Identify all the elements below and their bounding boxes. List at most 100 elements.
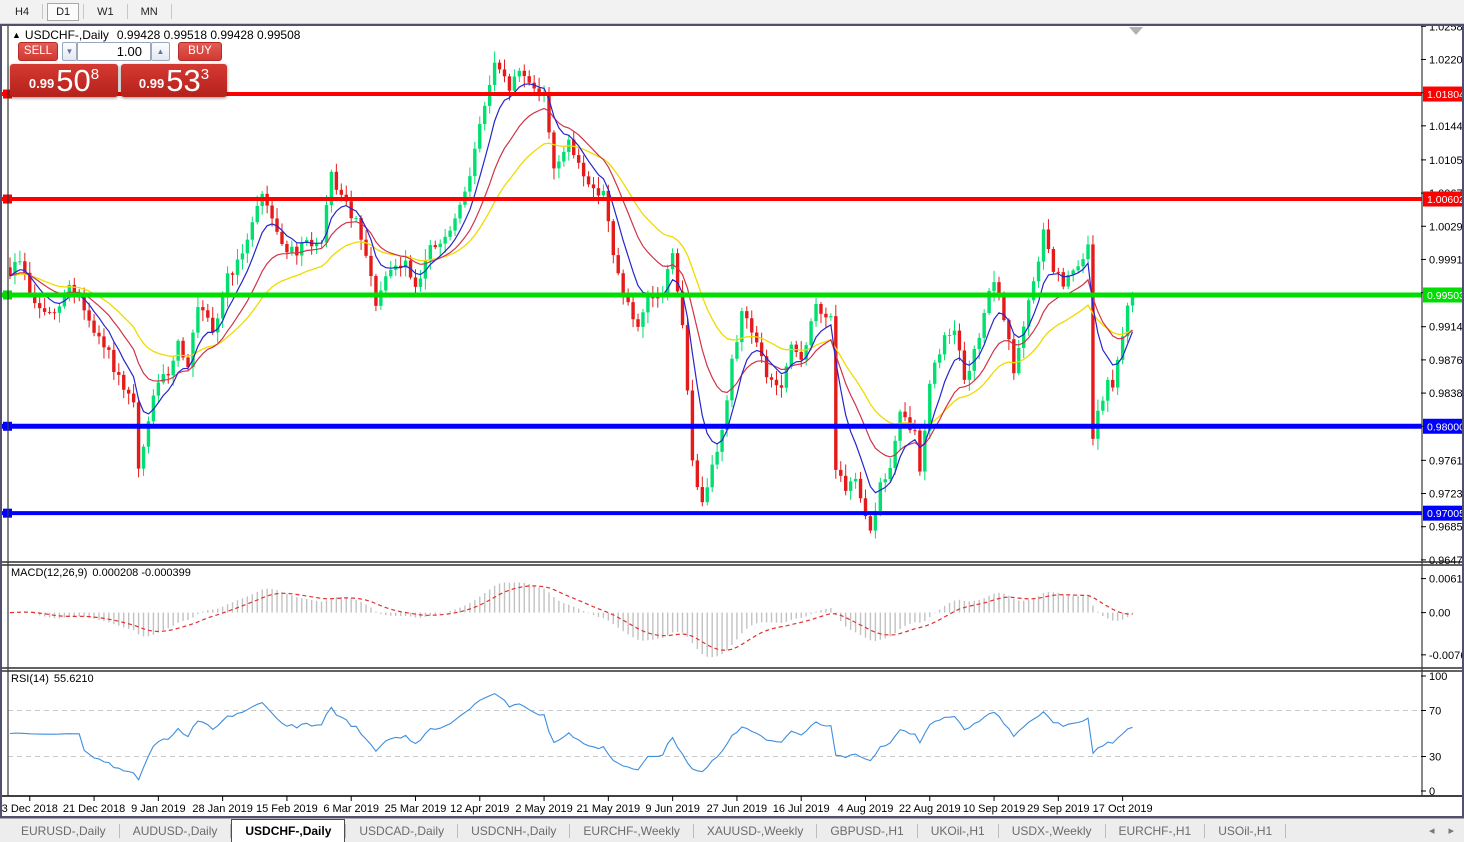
date-tick-label: 4 Aug 2019	[838, 803, 894, 815]
chart-tab-eurusd-daily[interactable]: EURUSD-,Daily	[21, 823, 106, 838]
tab-separator	[816, 823, 818, 838]
date-tick-label: 27 Jun 2019	[707, 803, 768, 815]
tab-separator	[569, 823, 571, 838]
macd-axis-label: -0.007612	[1429, 650, 1464, 662]
panel-borders	[2, 26, 1462, 797]
price-tag-label: 1.00602	[1427, 194, 1464, 206]
symbol-label: USDCHF-,Daily	[24, 28, 109, 42]
volume-input[interactable]	[77, 42, 151, 61]
tab-scroll-arrows: ◂ ▸	[1429, 819, 1464, 842]
date-tick-label: 10 Sep 2019	[963, 803, 1025, 815]
chart-tab-usdchf-daily[interactable]: USDCHF-,Daily	[231, 819, 346, 842]
tab-separator	[692, 823, 694, 838]
chart-window: 3 Dec 2018 21 Dec 2018 9 Jan 2019 28 Jan 20…	[0, 24, 1464, 818]
tab-separator	[997, 823, 999, 838]
toolbar-separator	[126, 4, 128, 19]
tabs-scroll-left-button[interactable]: ◂	[1428, 825, 1435, 837]
rsi-line	[9, 692, 1133, 781]
rsi-name: RSI(14)	[11, 673, 49, 685]
chart-tab-usdx-weekly[interactable]: USDX-,Weekly	[1011, 823, 1092, 838]
tab-separator	[1204, 823, 1206, 838]
one-click-trading-panel: SELL ▼ ▲ BUY 0.99 50 8 0.99 53 3	[8, 40, 230, 116]
chart-tab-audusd-daily[interactable]: AUDUSD-,Daily	[132, 823, 218, 838]
tab-separator	[916, 823, 918, 838]
symbol-quote-line: ▲ USDCHF-,Daily 0.99428 0.99518 0.99428 0.…	[12, 28, 300, 42]
sell-button[interactable]: SELL	[18, 42, 58, 61]
timeframe-toolbar: H4 D1 W1 MN	[0, 0, 1464, 24]
buy-price-box[interactable]: 0.99 53 3	[121, 64, 227, 97]
timeframe-button-d1[interactable]: D1	[47, 2, 80, 21]
price-tick-label: 1.02580	[1429, 24, 1464, 33]
date-axis[interactable]: 3 Dec 2018 21 Dec 2018 9 Jan 2019 28 Jan 20…	[2, 796, 1153, 815]
date-tick-label: 25 Mar 2019	[385, 803, 447, 815]
buy-button[interactable]: BUY	[178, 42, 222, 61]
chart-tab-ukoil-h1[interactable]: UKOil-,H1	[930, 823, 985, 838]
date-tick-label: 12 Apr 2019	[450, 803, 509, 815]
tab-separator	[1104, 823, 1106, 838]
buy-price-pip: 3	[200, 66, 210, 83]
price-tick-label: 1.01050	[1429, 155, 1464, 167]
volume-decrease-button[interactable]: ▼	[62, 42, 77, 61]
macd-axis-label: 0.00	[1429, 608, 1450, 620]
chart-tab-eurchf-weekly[interactable]: EURCHF-,Weekly	[583, 823, 680, 838]
toolbar-separator	[170, 4, 172, 19]
ema-mid-line	[9, 107, 1133, 458]
tab-separator	[457, 823, 459, 838]
price-tag-label: 1.01804	[1427, 89, 1464, 101]
rsi-axis-label: 100	[1429, 671, 1447, 683]
ema-fast-line	[9, 83, 1134, 494]
chart-tab-usoil-h1[interactable]: USOil-,H1	[1218, 823, 1273, 838]
rsi-value: 55.6210	[53, 673, 94, 685]
price-chart[interactable]: 3 Dec 2018 21 Dec 2018 9 Jan 2019 28 Jan 20…	[0, 24, 1464, 818]
chart-tab-eurchf-h1[interactable]: EURCHF-,H1	[1118, 823, 1192, 838]
direction-up-icon: ▲	[12, 30, 21, 40]
date-tick-label: 9 Jan 2019	[131, 803, 185, 815]
chart-tab-gbpusd-h1[interactable]: GBPUSD-,H1	[830, 823, 904, 838]
sell-price-big: 50	[56, 63, 91, 98]
timeframe-button-mn[interactable]: MN	[140, 5, 158, 18]
price-tag-label: 0.97005	[1427, 508, 1464, 520]
ohlc-values: 0.99428 0.99518 0.99428 0.99508	[116, 28, 301, 42]
date-tick-label: 6 Mar 2019	[323, 803, 379, 815]
date-tick-label: 17 Oct 2019	[1093, 803, 1153, 815]
chart-tab-usdcnh-daily[interactable]: USDCNH-,Daily	[471, 823, 557, 838]
date-tick-label: 22 Aug 2019	[899, 803, 961, 815]
date-tick-label: 29 Sep 2019	[1027, 803, 1089, 815]
sell-price-box[interactable]: 0.99 50 8	[10, 64, 118, 97]
chart-tab-usdcad-daily[interactable]: USDCAD-,Daily	[359, 823, 445, 838]
date-tick-label: 3 Dec 2018	[2, 803, 58, 815]
date-tick-label: 15 Feb 2019	[256, 803, 318, 815]
tab-separator	[118, 823, 120, 838]
date-tick-label: 9 Jun 2019	[645, 803, 699, 815]
rsi-axis-label: 30	[1429, 752, 1441, 764]
sell-price-prefix: 0.99	[28, 76, 55, 91]
tabs-scroll-right-button[interactable]: ▸	[1448, 825, 1454, 837]
date-tick-label: 21 May 2019	[577, 803, 641, 815]
tab-separator	[1285, 823, 1287, 838]
chart-tab-xauusd-weekly[interactable]: XAUUSD-,Weekly	[706, 823, 804, 838]
volume-increase-button[interactable]: ▲	[151, 42, 170, 61]
price-tag-label: 0.98000	[1427, 421, 1464, 433]
horizontal-level-lines[interactable]	[0, 89, 1422, 518]
chart-shift-marker-icon[interactable]	[1129, 27, 1143, 35]
date-tick-label: 21 Dec 2018	[63, 803, 125, 815]
timeframe-button-w1[interactable]: W1	[97, 5, 114, 18]
price-tick-label: 1.01440	[1429, 121, 1464, 133]
price-line-tags: 1.01804 1.00602 0.99503 0.98000 0.97005	[1423, 86, 1464, 521]
date-tick-label: 28 Jan 2019	[192, 803, 253, 815]
rsi-axis-label: 0	[1429, 786, 1435, 798]
rsi-indicator-label: RSI(14) 55.6210	[11, 673, 94, 685]
chart-tab-bar: EURUSD-,Daily AUDUSD-,Daily USDCHF-,Daily U…	[0, 818, 1464, 842]
macd-axis-label: 0.00613	[1429, 574, 1464, 586]
price-tag-label: 0.99503	[1427, 290, 1464, 302]
timeframe-button-h4[interactable]: H4	[15, 5, 30, 18]
date-tick-label: 2 May 2019	[515, 803, 572, 815]
macd-values: 0.000208 -0.000399	[92, 567, 191, 579]
